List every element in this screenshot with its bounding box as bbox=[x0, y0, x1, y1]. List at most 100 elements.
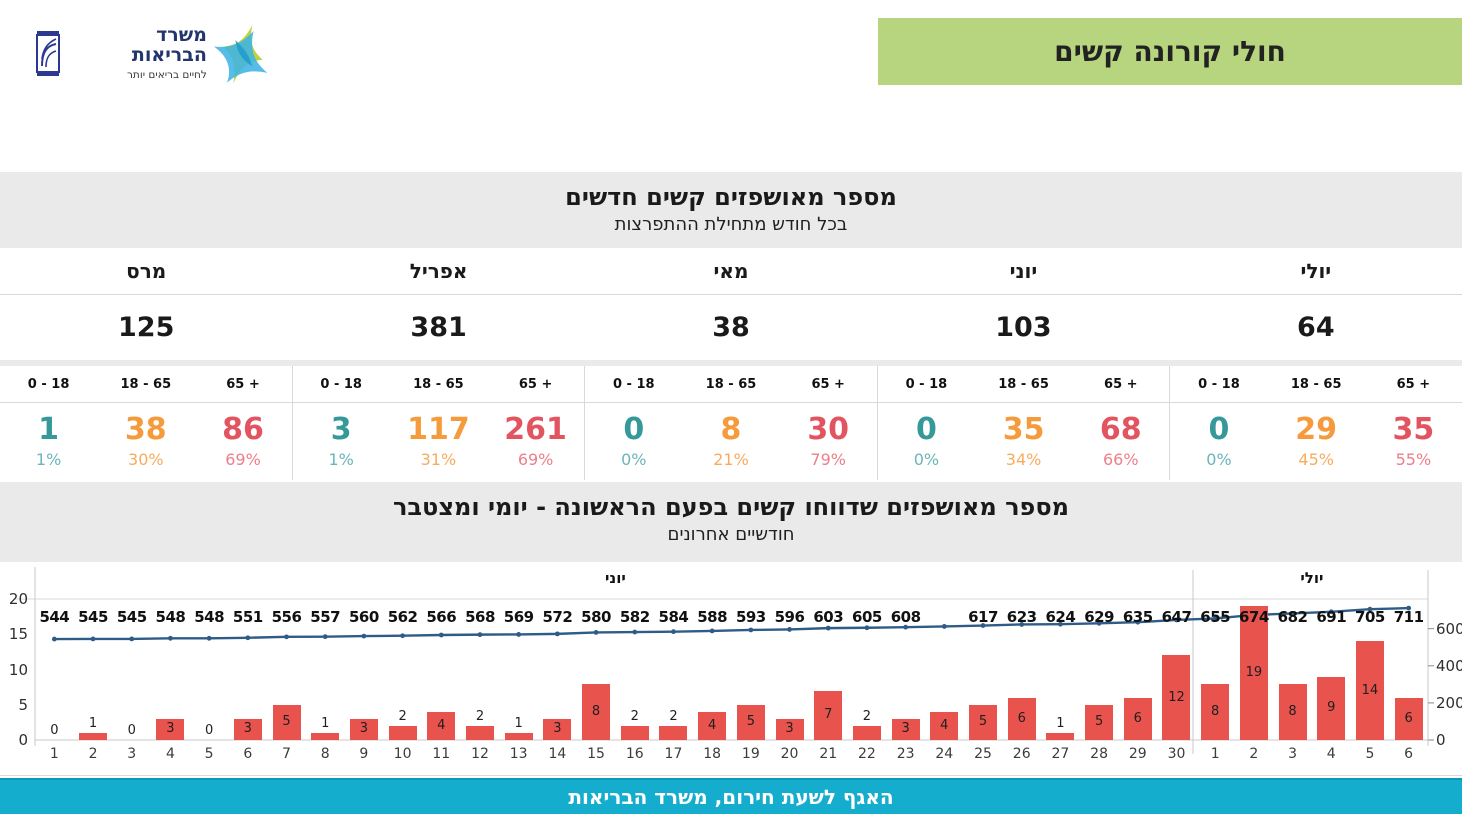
x-axis-day-label: 16 bbox=[625, 746, 644, 762]
cumulative-value-label: 603 bbox=[813, 608, 844, 626]
line-point bbox=[632, 629, 638, 635]
bar-value-label: 12 bbox=[1168, 689, 1185, 705]
line-point bbox=[1135, 619, 1141, 625]
age-header: 18 - 65 bbox=[1290, 376, 1342, 392]
age-value-cell: 117 31% bbox=[390, 403, 487, 469]
age-breakdown-table: 0 - 18 18 - 65 65 +1 1% 38 30% 86 69% 0 - 18 18 -… bbox=[0, 366, 1462, 480]
footer-divider bbox=[0, 775, 1462, 776]
age-header: 0 - 18 bbox=[27, 376, 70, 392]
age-percent: 30% bbox=[128, 450, 164, 469]
bar-value-label: 6 bbox=[1404, 710, 1413, 726]
cumulative-value-label: 647 bbox=[1161, 608, 1192, 626]
left-axis-tick-label: 5 bbox=[18, 695, 28, 714]
daily-bar bbox=[311, 732, 340, 740]
daily-bar bbox=[1007, 697, 1036, 740]
right-axis-tick-label: 200 bbox=[1436, 693, 1462, 712]
daily-bar bbox=[79, 732, 108, 740]
daily-bar bbox=[1201, 683, 1230, 740]
cumulative-value-label: 711 bbox=[1393, 608, 1424, 626]
line-point bbox=[400, 633, 405, 639]
age-count: 30 bbox=[807, 412, 850, 447]
daily-bar bbox=[891, 718, 920, 740]
line-point bbox=[1212, 616, 1218, 621]
daily-bar bbox=[1123, 697, 1152, 740]
x-axis-day-label: 2 bbox=[1249, 746, 1259, 762]
x-axis-day-label: 15 bbox=[587, 746, 605, 762]
bar-value-label: 0 bbox=[204, 723, 214, 738]
line-point bbox=[709, 628, 715, 634]
line-point bbox=[361, 633, 367, 639]
daily-bar bbox=[736, 704, 765, 740]
age-percent: 69% bbox=[517, 450, 554, 469]
bar-value-label: 2 bbox=[669, 708, 678, 724]
cumulative-value-label: 593 bbox=[735, 608, 766, 626]
bar-value-label: 1 bbox=[88, 715, 98, 731]
x-axis-day-label: 27 bbox=[1051, 746, 1070, 762]
cumulative-value-label: 551 bbox=[232, 608, 263, 626]
age-value-row: 0 0% 35 34% 68 66% bbox=[878, 403, 1170, 469]
line-point bbox=[748, 627, 754, 633]
x-axis-day-label: 2 bbox=[88, 746, 98, 762]
line-point bbox=[1290, 611, 1295, 616]
bar-value-label: 2 bbox=[862, 708, 872, 724]
x-axis-day-label: 5 bbox=[1365, 746, 1375, 762]
x-axis-day-label: 6 bbox=[1404, 746, 1414, 762]
age-header: 18 - 65 bbox=[705, 376, 757, 392]
age-percent: 0% bbox=[621, 450, 647, 469]
age-header: 0 - 18 bbox=[905, 376, 948, 392]
line-point bbox=[980, 623, 986, 628]
monthly-table-header: מספר מאושפזים קשים חדשים בכל חודש מתחילת… bbox=[0, 172, 1462, 248]
line-point bbox=[1367, 606, 1373, 612]
x-axis-day-label: 20 bbox=[780, 746, 799, 762]
bar-value-label: 1 bbox=[1056, 715, 1065, 731]
age-header-row: 0 - 18 18 - 65 65 + bbox=[877, 366, 1170, 403]
daily-bar bbox=[465, 725, 494, 740]
age-group: 0 - 18 18 - 65 65 +1 1% 38 30% 86 69% bbox=[0, 366, 292, 480]
bar-value-label: 3 bbox=[553, 721, 562, 737]
line-point bbox=[90, 636, 96, 642]
divider-strip bbox=[0, 360, 1462, 366]
left-axis-tick-label: 15 bbox=[8, 625, 28, 644]
x-axis-day-label: 10 bbox=[393, 746, 412, 762]
daily-bar bbox=[1085, 704, 1114, 740]
line-point bbox=[941, 624, 947, 629]
bar-value-label: 4 bbox=[437, 717, 446, 733]
bar-value-label: 6 bbox=[1133, 710, 1142, 726]
daily-bar bbox=[659, 725, 688, 740]
ministry-logo: משרד הבריאות לחיים בריאים יותר bbox=[35, 20, 271, 92]
x-axis-day-label: 3 bbox=[1288, 746, 1298, 762]
line-point bbox=[1174, 617, 1179, 623]
age-value-cell: 35 55% bbox=[1365, 403, 1462, 469]
footer-bar: האגף לשעת חירום, משרד הבריאות bbox=[0, 778, 1462, 814]
age-count: 29 bbox=[1295, 412, 1338, 447]
age-value-cell: 86 69% bbox=[194, 403, 291, 469]
combo-chart: 0 1 544 1 2 545 0 3 545 3 4 548 0 5 548 3 6 551 5 7 556 1 8 557… bbox=[0, 562, 1462, 775]
right-axis-tick-label: 400 bbox=[1436, 656, 1462, 675]
age-value-cell: 68 66% bbox=[1072, 403, 1169, 469]
daily-bar bbox=[814, 690, 843, 740]
chart-subtitle: חודשיים אחרונים bbox=[667, 524, 795, 545]
bar-value-label: 3 bbox=[243, 721, 252, 737]
line-point bbox=[903, 624, 909, 630]
daily-bar bbox=[1046, 732, 1075, 740]
bar-value-label: 5 bbox=[746, 714, 755, 730]
x-axis-day-label: 30 bbox=[1167, 746, 1186, 762]
bar-value-label: 5 bbox=[1094, 714, 1104, 730]
age-value-cell: 29 45% bbox=[1268, 403, 1365, 469]
x-axis-day-label: 23 bbox=[896, 746, 915, 762]
daily-bar bbox=[543, 718, 572, 740]
bar-value-label: 7 bbox=[824, 707, 833, 723]
cumulative-value-label: 572 bbox=[542, 608, 573, 626]
line-point bbox=[477, 632, 483, 638]
age-percent: 66% bbox=[1103, 450, 1139, 469]
line-point bbox=[1406, 605, 1412, 611]
x-axis-day-label: 4 bbox=[165, 746, 175, 762]
x-axis-day-label: 8 bbox=[320, 746, 330, 762]
age-percent: 1% bbox=[328, 450, 354, 469]
cumulative-value-label: 635 bbox=[1122, 608, 1153, 626]
line-point bbox=[129, 636, 135, 642]
age-count: 86 bbox=[222, 412, 264, 447]
bar-value-label: 3 bbox=[785, 721, 794, 737]
cumulative-value-label: 568 bbox=[465, 608, 495, 626]
